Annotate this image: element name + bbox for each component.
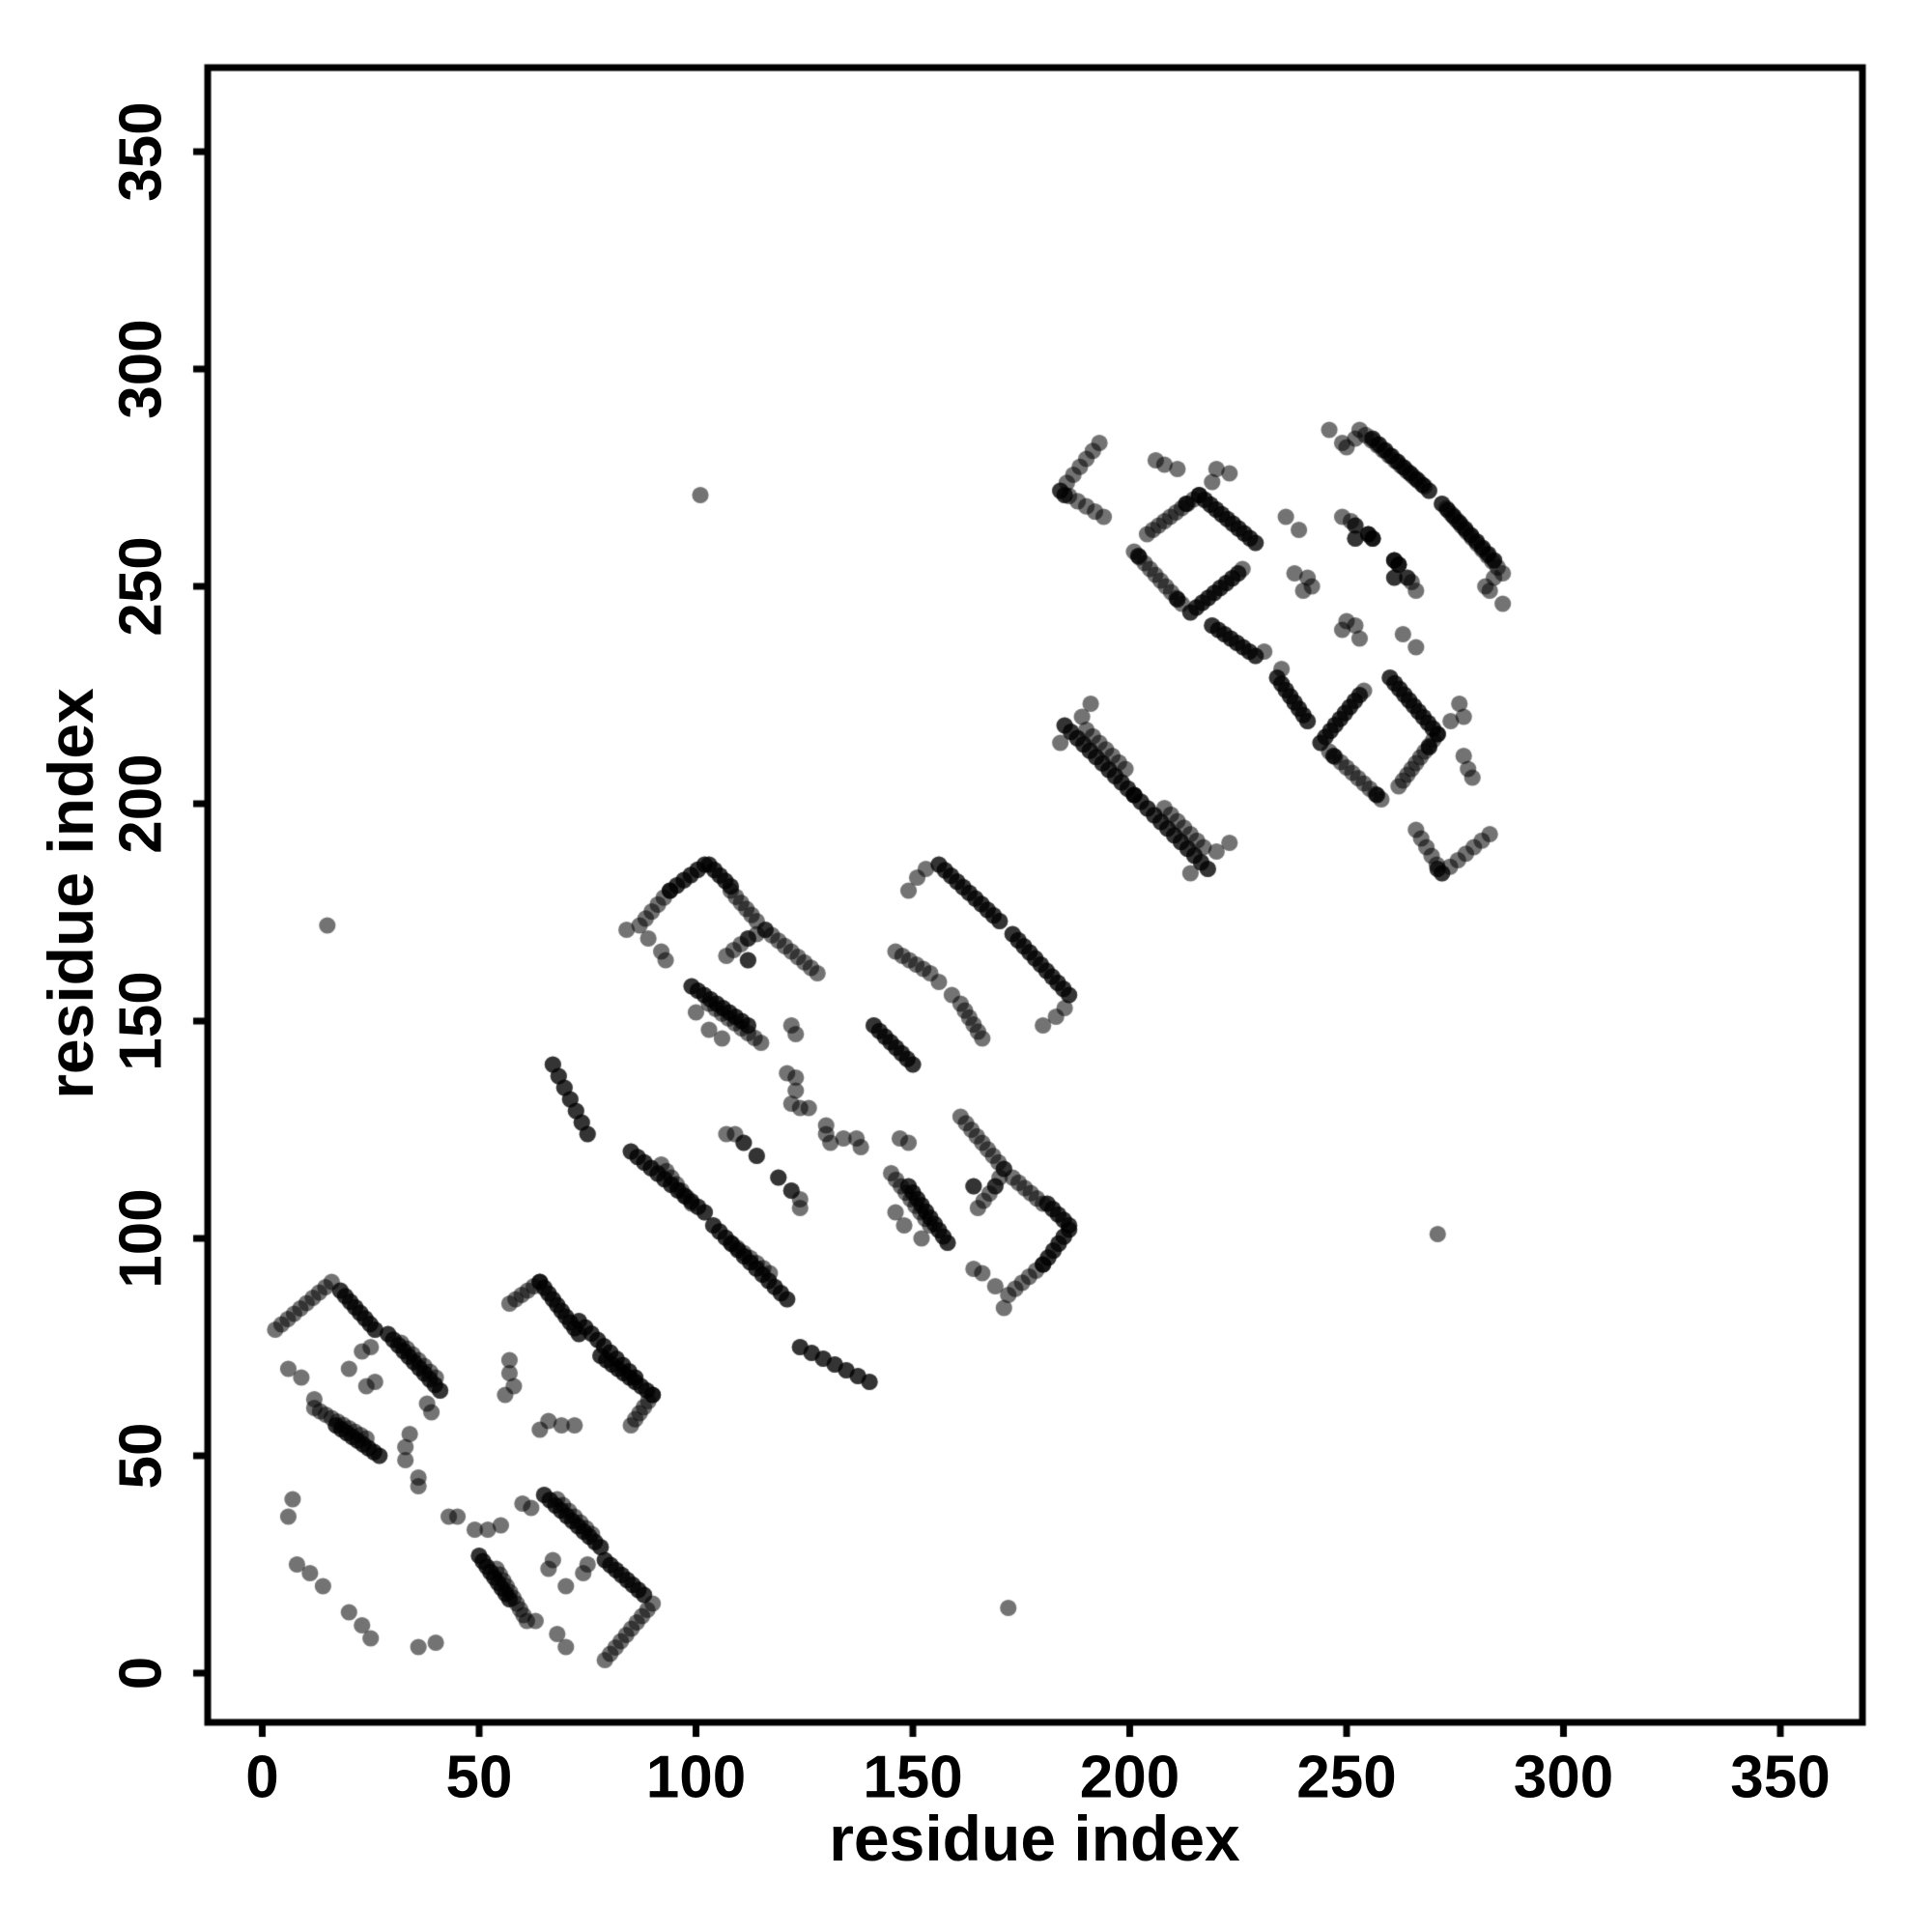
y-tick-label: 250	[107, 536, 175, 637]
x-tick-label: 300	[1513, 1744, 1614, 1811]
y-axis-title: residue index	[35, 688, 106, 1099]
y-tick-label: 150	[107, 971, 175, 1071]
x-tick-label: 200	[1079, 1744, 1180, 1811]
x-tick-label: 100	[645, 1744, 747, 1811]
y-tick-label: 50	[107, 1422, 175, 1490]
y-tick-label: 300	[107, 319, 175, 419]
x-tick-label: 250	[1296, 1744, 1397, 1811]
x-axis-title: residue index	[829, 1803, 1240, 1874]
y-tick-label: 350	[107, 101, 175, 202]
y-tick-label: 100	[107, 1188, 175, 1289]
y-tick-label: 0	[107, 1656, 175, 1690]
x-tick-label: 50	[445, 1744, 513, 1811]
x-tick-label: 150	[863, 1744, 963, 1811]
x-tick-label: 350	[1730, 1744, 1831, 1811]
y-tick-label: 200	[107, 753, 175, 854]
x-tick-label: 0	[245, 1744, 279, 1811]
